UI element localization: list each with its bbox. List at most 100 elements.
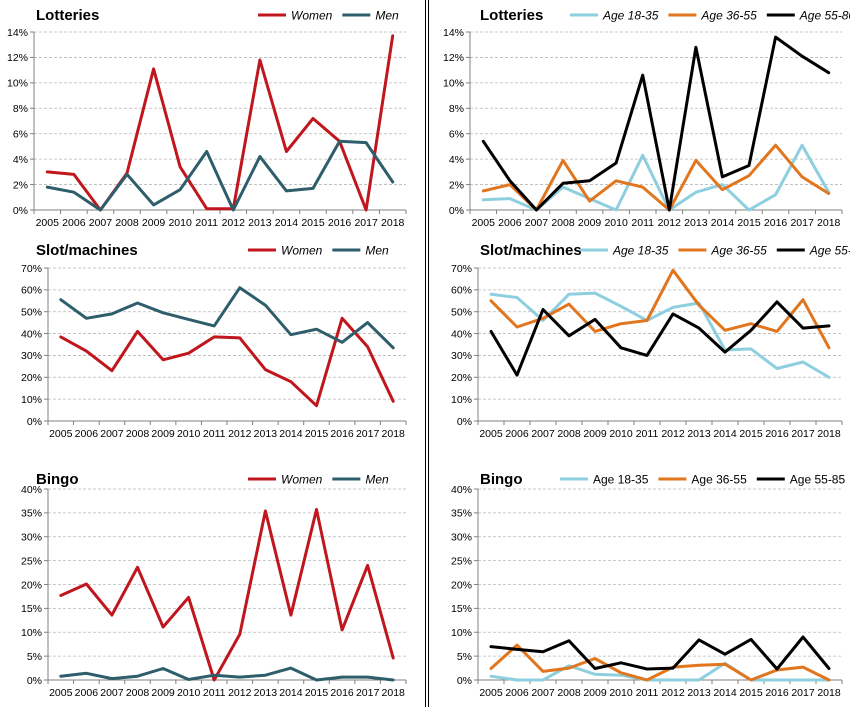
x-tick-label: 2008 — [557, 428, 581, 440]
y-tick-label: 14% — [443, 27, 464, 39]
x-tick-label: 2012 — [661, 428, 685, 440]
x-tick-label: 2009 — [142, 217, 166, 229]
y-tick-label: 5% — [27, 651, 42, 663]
chart-panel: Slot/machines 0% 10% 20% 30% 40% 50% 60% 70% 2005… — [451, 242, 850, 440]
legend-label: Age 55-85 — [790, 473, 846, 487]
x-tick-label: 2005 — [36, 217, 60, 229]
y-tick-label: 8% — [13, 103, 28, 115]
x-tick-label: 2017 — [356, 687, 380, 699]
x-tick-label: 2018 — [382, 687, 406, 699]
legend-label: Age 18-35 — [612, 244, 669, 258]
y-tick-label: 12% — [443, 52, 464, 64]
x-tick-label: 2008 — [115, 217, 139, 229]
y-tick-label: 10% — [7, 78, 28, 90]
x-tick-label: 2007 — [531, 687, 555, 699]
x-tick-label: 2009 — [151, 687, 175, 699]
chart-title: Lotteries — [36, 7, 99, 24]
chart-title: Slot/machines — [480, 242, 582, 259]
x-tick-label: 2013 — [248, 217, 272, 229]
x-tick-label: 2007 — [525, 217, 549, 229]
x-tick-label: 2016 — [328, 217, 352, 229]
x-tick-label: 2010 — [609, 687, 633, 699]
legend-label: Women — [291, 9, 333, 23]
series-line — [489, 643, 831, 682]
y-tick-label: 4% — [13, 154, 28, 166]
y-tick-label: 0% — [27, 416, 42, 428]
x-tick-label: 2005 — [49, 428, 73, 440]
y-tick-label: 20% — [451, 372, 472, 384]
x-tick-label: 2011 — [203, 687, 226, 699]
x-tick-label: 2015 — [305, 687, 329, 699]
x-tick-label: 2018 — [381, 217, 405, 229]
x-tick-label: 2017 — [356, 428, 380, 440]
series-line — [59, 316, 395, 408]
x-tick-label: 2011 — [631, 217, 654, 229]
series-line — [59, 666, 395, 682]
y-tick-label: 20% — [451, 579, 472, 591]
y-tick-label: 40% — [21, 328, 42, 340]
x-tick-label: 2016 — [330, 687, 354, 699]
y-tick-label: 10% — [451, 394, 472, 406]
x-tick-label: 2008 — [126, 687, 150, 699]
chart-panel: Slot/machines 0% 10% 20% 30% 40% 50% 60% 70% 2005… — [21, 242, 407, 440]
y-tick-label: 10% — [443, 78, 464, 90]
x-tick-label: 2016 — [765, 687, 789, 699]
y-tick-label: 0% — [13, 205, 28, 217]
x-tick-label: 2007 — [89, 217, 113, 229]
y-tick-label: 40% — [451, 328, 472, 340]
x-tick-label: 2008 — [126, 428, 150, 440]
series-line — [489, 300, 831, 377]
y-tick-label: 35% — [451, 508, 472, 520]
x-tick-label: 2018 — [817, 428, 841, 440]
x-tick-label: 2008 — [557, 687, 581, 699]
y-tick-label: 70% — [21, 263, 42, 275]
x-tick-label: 2014 — [275, 217, 299, 229]
x-tick-label: 2010 — [168, 217, 192, 229]
y-tick-label: 50% — [21, 307, 42, 319]
y-tick-label: 30% — [451, 532, 472, 544]
y-tick-label: 0% — [449, 205, 464, 217]
y-tick-label: 6% — [449, 129, 464, 141]
x-tick-label: 2007 — [531, 428, 555, 440]
x-tick-label: 2006 — [498, 217, 522, 229]
y-tick-label: 30% — [21, 532, 42, 544]
series-line — [489, 661, 831, 682]
x-tick-label: 2005 — [49, 687, 73, 699]
x-tick-label: 2005 — [479, 687, 503, 699]
series-line — [59, 508, 395, 682]
x-tick-label: 2009 — [578, 217, 602, 229]
x-tick-label: 2006 — [75, 687, 99, 699]
x-tick-label: 2015 — [737, 217, 761, 229]
chart-panel: Lotteries 0% 2% 4% 6% 8% 10% 12% 14% 2005 2006 2007… — [7, 7, 407, 229]
legend-label: Women — [281, 473, 323, 487]
x-tick-label: 2013 — [254, 428, 278, 440]
y-tick-label: 15% — [21, 603, 42, 615]
y-tick-label: 70% — [451, 263, 472, 275]
x-tick-label: 2009 — [583, 687, 607, 699]
x-tick-label: 2006 — [75, 428, 99, 440]
y-tick-label: 2% — [449, 179, 464, 191]
y-tick-label: 10% — [21, 394, 42, 406]
chart-title: Slot/machines — [36, 242, 138, 259]
legend-label: Age 18-35 — [593, 473, 649, 487]
x-tick-label: 2009 — [151, 428, 175, 440]
y-tick-label: 12% — [7, 52, 28, 64]
x-tick-label: 2012 — [228, 687, 252, 699]
x-tick-label: 2016 — [764, 217, 788, 229]
legend-label: Women — [281, 244, 323, 258]
y-tick-label: 30% — [21, 350, 42, 362]
x-tick-label: 2015 — [739, 428, 763, 440]
x-tick-label: 2012 — [222, 217, 246, 229]
x-tick-label: 2014 — [713, 687, 737, 699]
chart-title: Bingo — [480, 471, 523, 488]
x-tick-label: 2006 — [62, 217, 86, 229]
x-tick-label: 2011 — [195, 217, 218, 229]
chart-panel: Lotteries 0% 2% 4% 6% 8% 10% 12% 14% 2005 2006 2007… — [443, 7, 850, 229]
x-tick-label: 2007 — [100, 428, 124, 440]
x-tick-label: 2010 — [177, 428, 201, 440]
x-tick-label: 2014 — [279, 687, 303, 699]
y-tick-label: 40% — [21, 484, 42, 496]
x-tick-label: 2013 — [687, 687, 711, 699]
x-tick-label: 2013 — [687, 428, 711, 440]
